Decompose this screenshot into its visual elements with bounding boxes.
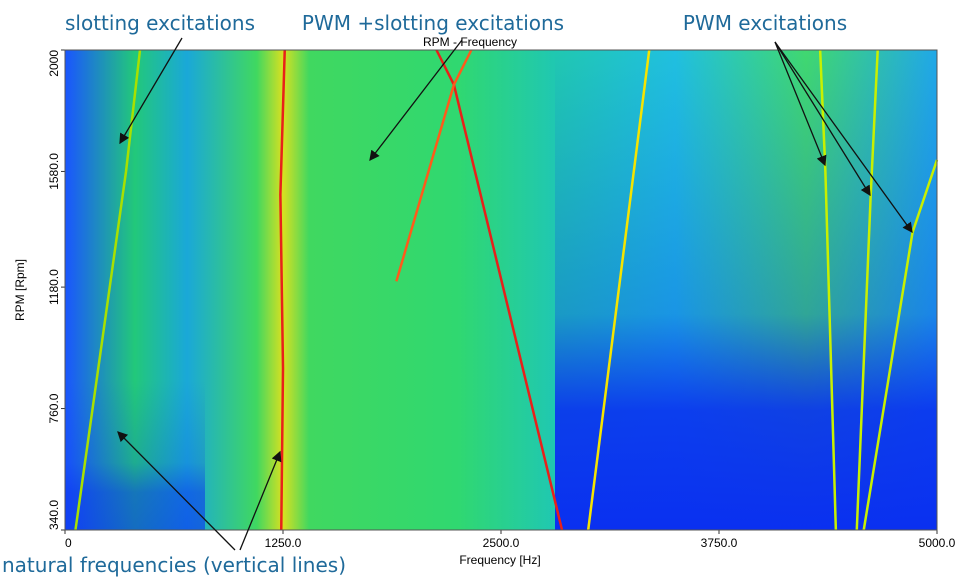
chart-title: RPM - Frequency <box>423 35 517 49</box>
x-axis-label: Frequency [Hz] <box>459 553 540 567</box>
x-tick-label: 1250.0 <box>265 536 302 550</box>
x-tick-label: 5000.0 <box>919 536 956 550</box>
y-tick-label: 1180.0 <box>47 269 61 305</box>
x-tick-label: 3750.0 <box>701 536 738 550</box>
y-tick-label: 2000 <box>47 50 61 77</box>
annotation: slotting excitations <box>65 11 255 35</box>
plot-frame <box>64 49 938 531</box>
x-tick-label: 0 <box>65 536 72 550</box>
annotation: natural frequencies (vertical lines) <box>2 553 346 577</box>
order-line <box>395 49 473 282</box>
y-axis-label: RPM [Rpm] <box>13 259 27 321</box>
y-tick-label: 1580.0 <box>47 153 61 190</box>
order-line <box>586 49 651 531</box>
annotation: PWM +slotting excitations <box>302 11 564 35</box>
arrows <box>117 37 913 551</box>
order-line <box>279 49 286 531</box>
annotation: PWM excitations <box>683 11 847 35</box>
y-tick-label: 760.0 <box>47 393 61 423</box>
x-tick-label: 2500.0 <box>483 536 520 550</box>
order-line <box>74 49 142 531</box>
order-line <box>855 49 879 531</box>
order-line <box>818 49 838 531</box>
heatmap <box>65 50 937 530</box>
y-tick-label: 340.0 <box>47 500 61 530</box>
axes: 0 1250.0 2500.0 3750.0 5000.0 340.0 760.0 1180.… <box>47 49 956 550</box>
